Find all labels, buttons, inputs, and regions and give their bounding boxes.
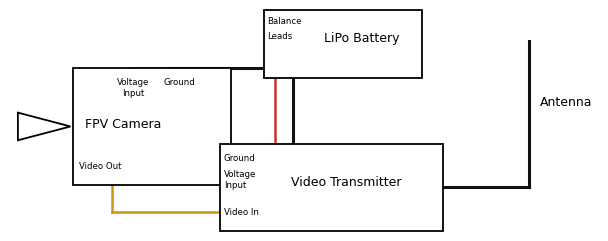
Text: Antenna: Antenna [539,96,592,109]
Text: Video Out: Video Out [79,162,122,171]
Text: Balance: Balance [268,17,302,26]
Text: Voltage: Voltage [224,169,256,179]
Text: Ground: Ground [163,78,195,87]
Text: Ground: Ground [224,154,255,163]
Text: LiPo Battery: LiPo Battery [324,32,399,45]
Text: Input: Input [122,89,144,98]
Bar [220,144,443,231]
Bar [73,68,231,185]
Text: Input: Input [224,181,246,190]
Text: Video Transmitter: Video Transmitter [291,176,402,189]
Text: Video In: Video In [224,208,259,217]
Bar [264,10,421,78]
Text: Leads: Leads [268,32,292,41]
Text: Voltage: Voltage [117,78,150,87]
Text: FPV Camera: FPV Camera [85,118,162,131]
